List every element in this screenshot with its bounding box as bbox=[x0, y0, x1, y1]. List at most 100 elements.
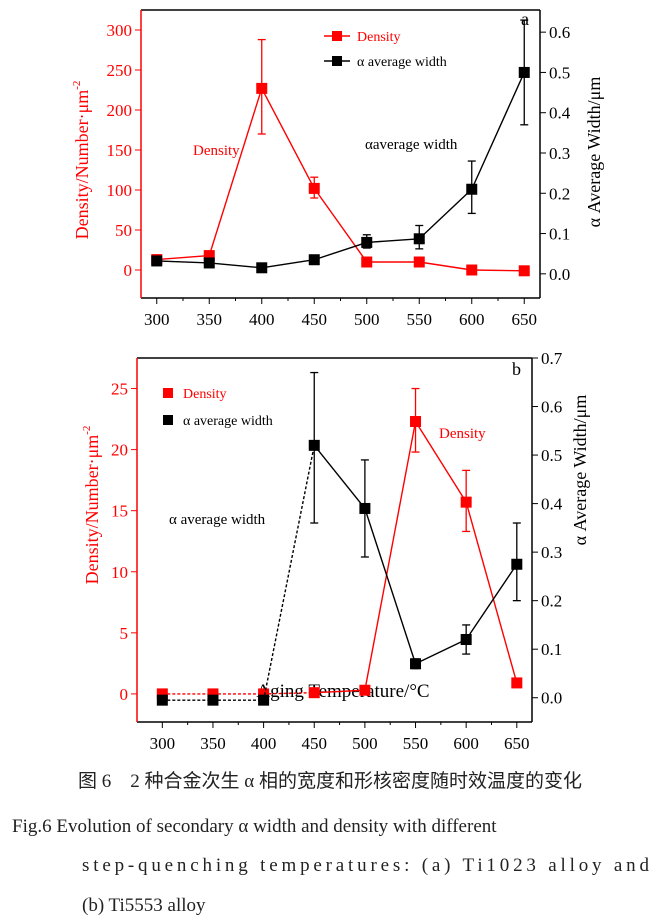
width-line-segment bbox=[364, 508, 417, 664]
panel-a-chart: 300 350 400 450 500 550 600 650 0 50 100 150 200 250 3… bbox=[71, 9, 604, 329]
density-point bbox=[460, 496, 472, 508]
width-line-segment bbox=[415, 638, 467, 665]
legend-width-label: α average width bbox=[183, 414, 273, 429]
width-line-segment bbox=[313, 444, 366, 509]
density-point bbox=[413, 256, 425, 268]
width-point bbox=[151, 255, 163, 267]
width-line-segment bbox=[209, 262, 262, 269]
y-right-tick-label: 0.1 bbox=[549, 225, 570, 244]
density-point bbox=[308, 687, 320, 699]
y-left-tick-label: 25 bbox=[111, 380, 128, 399]
y-left-tick-label: 5 bbox=[120, 624, 129, 643]
y-left-tick-label: 300 bbox=[107, 21, 133, 40]
width-point bbox=[413, 233, 425, 245]
y-left-axis-label-text: Density/Number·μm bbox=[82, 435, 102, 585]
density-line-segment bbox=[471, 269, 525, 272]
panel-b-chart: 300 350 400 450 500 550 600 650 0 5 10 15 20 25 0.0 0.1… bbox=[81, 349, 590, 753]
width-line-segment bbox=[156, 260, 210, 264]
y-right-tick-label: 0.1 bbox=[541, 640, 562, 659]
y-right-tick-label: 0.3 bbox=[549, 144, 570, 163]
width-line-segment bbox=[261, 259, 315, 269]
width-point bbox=[308, 439, 320, 451]
density-point bbox=[203, 250, 215, 262]
width-point bbox=[203, 257, 215, 269]
x-tick-label: 500 bbox=[354, 310, 380, 329]
y-left-tick-label: 200 bbox=[107, 101, 133, 120]
y-right-tick-label: 0.0 bbox=[541, 689, 562, 708]
x-tick-label: 450 bbox=[302, 310, 328, 329]
density-line-segment bbox=[314, 689, 365, 694]
y-right-tick-label: 0.5 bbox=[549, 63, 570, 82]
y-left-tick-label: 0 bbox=[120, 685, 129, 704]
width-line-segment bbox=[418, 188, 473, 240]
density-line-segment bbox=[156, 254, 210, 261]
caption-english-line-2: step-quenching temperatures: (a) Ti1023 … bbox=[82, 855, 650, 876]
density-point bbox=[308, 182, 320, 194]
density-line-segment bbox=[313, 187, 368, 263]
y-right-tick-label: 0.3 bbox=[541, 543, 562, 562]
annotation-label: Density bbox=[439, 426, 486, 442]
width-line-segment bbox=[465, 563, 518, 640]
y-left-axis-label-superscript: -2 bbox=[71, 81, 83, 90]
density-line-segment bbox=[261, 88, 315, 189]
annotation-label: Density bbox=[193, 143, 240, 159]
x-tick-label: 650 bbox=[504, 734, 530, 753]
y-right-tick-label: 0.6 bbox=[549, 23, 570, 42]
density-point bbox=[359, 684, 371, 696]
density-line-segment bbox=[419, 261, 472, 271]
density-line-segment bbox=[208, 88, 263, 256]
width-line-segment bbox=[314, 241, 367, 261]
x-tick-label: 350 bbox=[200, 734, 226, 753]
x-tick-label: 600 bbox=[459, 310, 485, 329]
x-tick-label: 300 bbox=[150, 734, 176, 753]
y-right-tick-label: 0.4 bbox=[541, 495, 563, 514]
y-left-tick-label: 0 bbox=[124, 261, 133, 280]
annotation-label: αaverage width bbox=[365, 137, 458, 153]
y-left-axis-label: Density/Number·μm-2 bbox=[81, 426, 102, 585]
width-point bbox=[511, 558, 523, 570]
legend-density-label: Density bbox=[357, 30, 401, 45]
x-tick-label: 350 bbox=[197, 310, 223, 329]
x-tick-label: 450 bbox=[301, 734, 327, 753]
x-tick-label: 300 bbox=[144, 310, 170, 329]
annotation-label: α average width bbox=[169, 512, 266, 528]
width-point bbox=[207, 694, 219, 706]
y-right-tick-label: 0.5 bbox=[541, 446, 562, 465]
legend-width-label: α average width bbox=[357, 55, 447, 70]
density-point bbox=[466, 264, 478, 276]
width-point bbox=[410, 658, 422, 670]
legend-density-marker bbox=[163, 388, 173, 398]
legend-width-marker bbox=[163, 415, 173, 425]
density-point bbox=[410, 416, 422, 428]
y-right-tick-label: 0.7 bbox=[541, 349, 563, 368]
y-left-axis-label-text: Density/Number·μm bbox=[72, 90, 92, 240]
caption-chinese: 图 6 2 种合金次生 α 相的宽度和形核密度随时效温度的变化 bbox=[78, 770, 582, 792]
width-point bbox=[359, 502, 371, 514]
y-right-tick-label: 0.0 bbox=[549, 265, 570, 284]
width-point bbox=[308, 254, 320, 266]
x-tick-label: 400 bbox=[251, 734, 277, 753]
y-left-tick-label: 50 bbox=[115, 221, 132, 240]
density-line-segment bbox=[465, 501, 518, 684]
x-tick-label: 550 bbox=[407, 310, 433, 329]
width-point bbox=[256, 262, 268, 274]
y-left-tick-label: 15 bbox=[111, 502, 128, 521]
density-line-segment bbox=[364, 421, 417, 691]
width-point bbox=[361, 236, 373, 248]
legend-density-label: Density bbox=[183, 387, 227, 402]
density-point bbox=[518, 265, 530, 277]
width-point bbox=[466, 183, 478, 195]
density-point bbox=[258, 688, 270, 700]
density-line-segment bbox=[263, 691, 315, 695]
width-line-segment bbox=[262, 445, 315, 701]
x-tick-label: 600 bbox=[453, 734, 479, 753]
y-left-tick-label: 100 bbox=[107, 181, 133, 200]
x-tick-label: 650 bbox=[512, 310, 538, 329]
caption-english-line-1: Fig.6 Evolution of secondary α width and… bbox=[12, 816, 497, 837]
width-point bbox=[258, 694, 270, 706]
width-point bbox=[518, 66, 530, 78]
width-line-segment bbox=[366, 238, 420, 244]
panel-label: b bbox=[512, 359, 521, 379]
caption-english-line-3: (b) Ti5553 alloy bbox=[82, 895, 206, 916]
